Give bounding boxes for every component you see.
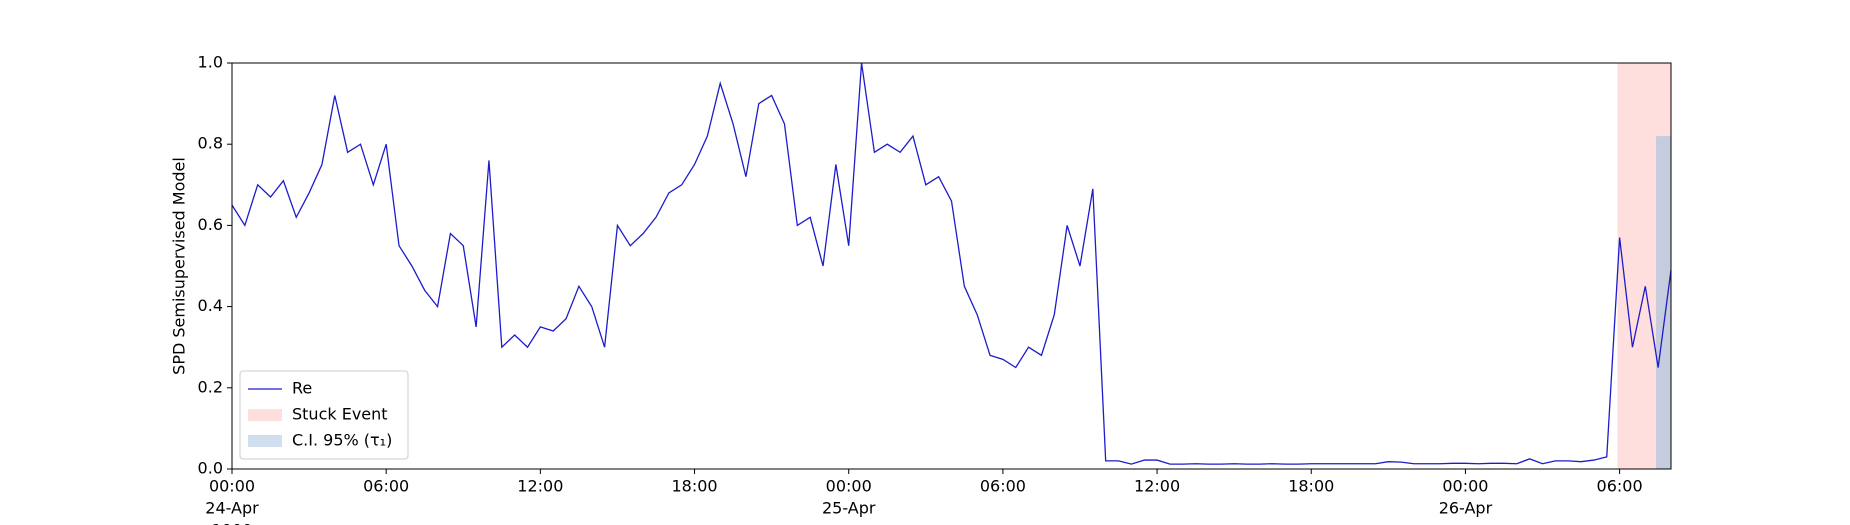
y-tick-label: 0.0: [198, 459, 223, 478]
x-tick-label: 12:00: [517, 477, 563, 496]
x-tick-label: 12:00: [1134, 477, 1180, 496]
x-tick-label: 06:00: [363, 477, 409, 496]
x-tick-label: 24-Apr: [205, 499, 259, 518]
legend-swatch: [248, 435, 282, 447]
x-tick-label: 06:00: [980, 477, 1026, 496]
x-tick-label: 18:00: [671, 477, 717, 496]
x-tick-label: 18:00: [1288, 477, 1334, 496]
plot-frame: [231, 62, 1672, 470]
x-tick-label: 06:00: [1597, 477, 1643, 496]
span: [1656, 136, 1671, 469]
x-tick-label: 26-Apr: [1439, 499, 1493, 518]
x-tick-label: 00:00: [1442, 477, 1488, 496]
x-tick-label: 1900: [212, 521, 253, 525]
x-tick-label: 00:00: [209, 477, 255, 496]
y-tick-label: 0.8: [198, 134, 223, 153]
legend-swatch: [248, 409, 282, 421]
legend-label: Re: [292, 379, 312, 398]
y-tick-label: 0.4: [198, 296, 223, 315]
legend-label: C.I. 95% (τ₁): [292, 431, 392, 450]
y-tick-label: 1.0: [198, 53, 223, 72]
line: [231, 62, 1672, 465]
x-tick-label: 00:00: [826, 477, 872, 496]
y-tick-label: 0.6: [198, 215, 223, 234]
y-tick-label: 0.2: [198, 377, 223, 396]
legend-label: Stuck Event: [292, 405, 388, 424]
x-tick-label: 25-Apr: [822, 499, 876, 518]
y-axis-label: SPD Semisupervised Model: [170, 157, 189, 375]
